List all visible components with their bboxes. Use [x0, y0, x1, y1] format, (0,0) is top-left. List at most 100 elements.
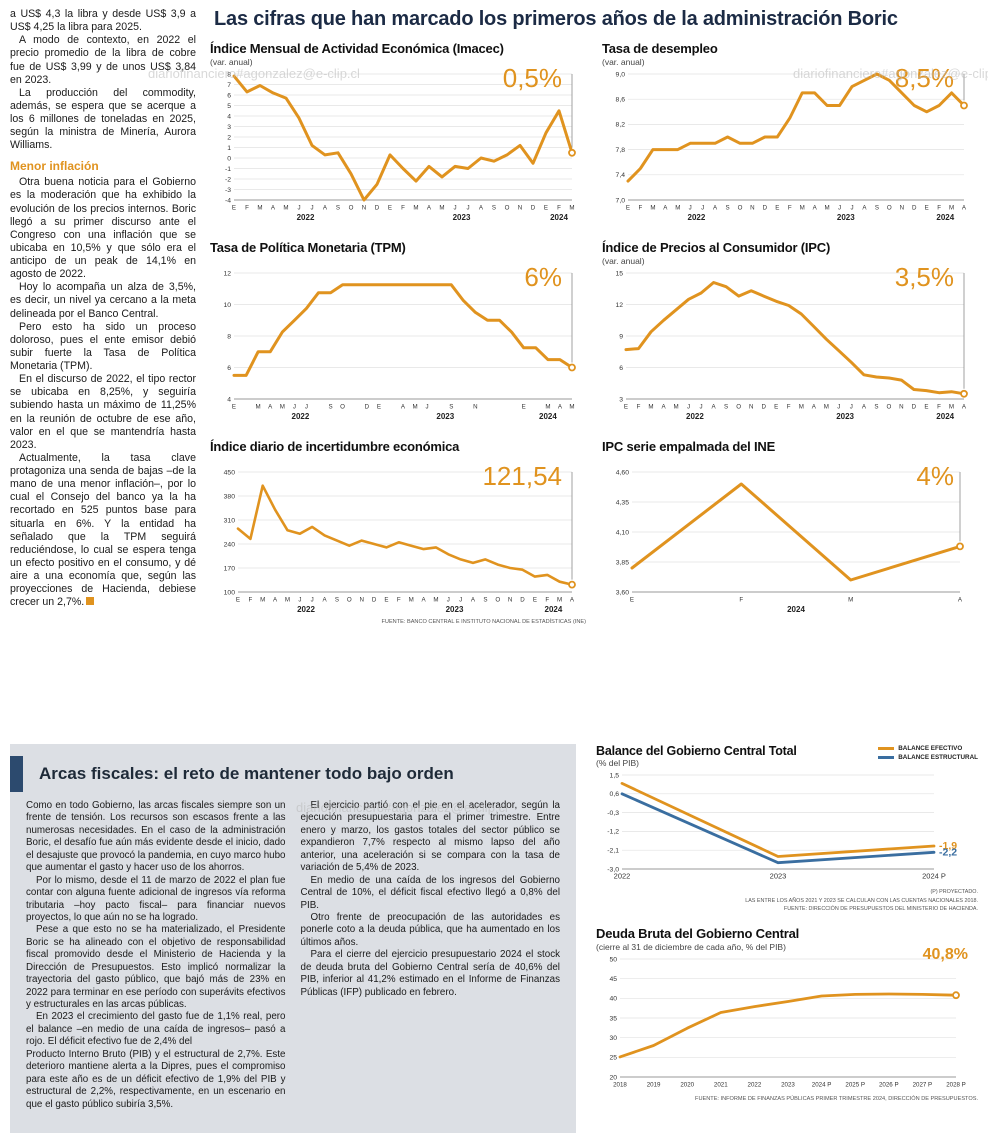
svg-text:D: D: [912, 404, 917, 411]
svg-text:2022: 2022: [748, 1081, 762, 1088]
svg-text:N: N: [899, 404, 903, 411]
chart-title: Tasa de desempleo: [602, 41, 718, 56]
svg-text:J: J: [298, 597, 301, 604]
svg-text:M: M: [280, 404, 285, 411]
svg-text:M: M: [674, 404, 679, 411]
svg-text:A: A: [812, 404, 817, 411]
svg-text:N: N: [359, 597, 363, 604]
paragraph: Otra buena noticia para el Gobierno es l…: [10, 176, 196, 281]
svg-text:A: A: [712, 404, 717, 411]
svg-text:A: A: [323, 205, 328, 212]
chart-subtitle: (var. anual): [602, 57, 645, 67]
svg-text:0,6: 0,6: [610, 791, 620, 798]
svg-text:D: D: [365, 404, 370, 411]
accent-bar: [10, 756, 23, 792]
svg-text:J: J: [701, 205, 704, 212]
svg-text:F: F: [937, 205, 941, 212]
svg-text:N: N: [518, 205, 522, 212]
svg-text:25: 25: [609, 1055, 617, 1062]
svg-text:2026 P: 2026 P: [879, 1081, 899, 1088]
svg-text:F: F: [545, 597, 549, 604]
svg-text:-1,2: -1,2: [607, 829, 619, 836]
chart-note: LAS ENTRE LOS AÑOS 2021 Y 2023 SE CALCUL…: [745, 897, 978, 904]
page-title: Las cifras que han marcado los primeros …: [214, 8, 898, 30]
svg-text:O: O: [738, 205, 743, 212]
svg-text:4,35: 4,35: [616, 499, 629, 506]
svg-text:F: F: [249, 597, 253, 604]
svg-text:D: D: [375, 205, 380, 212]
paragraph: En el discurso de 2022, el tipo rector s…: [10, 373, 196, 451]
paragraph-text: Actualmente, la tasa clave protagoniza u…: [10, 451, 196, 609]
svg-text:2022: 2022: [297, 213, 315, 222]
svg-text:E: E: [377, 404, 381, 411]
svg-text:2023: 2023: [836, 412, 854, 421]
chart-title: Balance del Gobierno Central Total: [596, 744, 797, 758]
svg-text:E: E: [533, 597, 537, 604]
chart-title: Índice diario de incertidumbre económica: [210, 439, 460, 454]
charts-area: Las cifras que han marcado los primeros …: [210, 8, 978, 726]
svg-text:J: J: [447, 597, 450, 604]
svg-text:2019: 2019: [647, 1081, 661, 1088]
chart-note: (P) PROYECTADO.: [930, 889, 978, 895]
svg-text:O: O: [495, 597, 500, 604]
svg-text:-3: -3: [225, 187, 231, 194]
svg-text:4: 4: [227, 396, 231, 403]
svg-text:E: E: [232, 205, 236, 212]
svg-text:A: A: [471, 597, 476, 604]
svg-text:-1,9: -1,9: [939, 840, 957, 852]
svg-text:E: E: [384, 597, 388, 604]
paragraph: Por lo mismo, desde el 11 de marzo de 20…: [26, 874, 286, 923]
svg-text:M: M: [569, 404, 574, 411]
svg-text:A: A: [427, 205, 432, 212]
svg-text:A: A: [713, 205, 718, 212]
svg-text:J: J: [459, 597, 462, 604]
svg-text:45: 45: [609, 976, 617, 983]
svg-text:D: D: [763, 205, 768, 212]
svg-text:-2,2: -2,2: [939, 846, 957, 858]
chart-subtitle: (var. anual): [210, 57, 253, 67]
svg-text:5: 5: [227, 103, 231, 110]
svg-text:50: 50: [609, 956, 617, 963]
svg-text:S: S: [724, 404, 728, 411]
svg-text:2021: 2021: [714, 1081, 728, 1088]
svg-text:F: F: [637, 404, 641, 411]
svg-text:A: A: [962, 205, 967, 212]
svg-text:2023: 2023: [453, 213, 471, 222]
svg-text:170: 170: [224, 565, 236, 572]
chart-value-label: 4%: [916, 461, 954, 491]
svg-text:2028 P: 2028 P: [946, 1081, 966, 1088]
svg-text:A: A: [662, 404, 667, 411]
chart-note: FUENTE: DIRECCIÓN DE PRESUPUESTOS DEL MI…: [783, 906, 978, 913]
svg-text:6: 6: [227, 92, 231, 99]
svg-text:2024 P: 2024 P: [922, 872, 946, 881]
svg-text:4,60: 4,60: [616, 469, 629, 476]
arcas-fiscales-panel: Arcas fiscales: el reto de mantener todo…: [10, 744, 576, 1133]
svg-text:1,5: 1,5: [610, 772, 620, 779]
svg-text:J: J: [466, 205, 469, 212]
svg-text:6: 6: [619, 365, 623, 372]
legend-label: BALANCE EFECTIVO: [898, 745, 963, 752]
svg-text:O: O: [349, 205, 354, 212]
svg-text:A: A: [958, 597, 963, 604]
chart-value-label: 6%: [524, 262, 562, 292]
svg-text:9,0: 9,0: [616, 71, 626, 78]
svg-text:J: J: [850, 205, 853, 212]
svg-text:3,60: 3,60: [616, 589, 629, 596]
svg-text:M: M: [675, 205, 680, 212]
svg-text:M: M: [256, 404, 261, 411]
svg-text:8,6: 8,6: [616, 97, 626, 104]
chart-title: Tasa de Política Monetaria (TPM): [210, 240, 406, 255]
svg-text:2024: 2024: [539, 412, 557, 421]
svg-text:J: J: [453, 205, 456, 212]
svg-text:0: 0: [227, 155, 231, 162]
bottom-section: Arcas fiscales: el reto de mantener todo…: [0, 744, 988, 1133]
svg-text:J: J: [850, 404, 853, 411]
chart-incertidumbre: Índice diario de incertidumbre económica…: [210, 439, 586, 625]
svg-text:A: A: [862, 404, 867, 411]
svg-text:S: S: [874, 404, 878, 411]
paragraph: En 2023 el crecimiento del gasto fue de …: [26, 1011, 286, 1048]
paragraph: La producción del commodity, además, se …: [10, 86, 196, 152]
paragraph: Como en todo Gobierno, las arcas fiscale…: [26, 800, 286, 874]
svg-text:F: F: [788, 205, 792, 212]
